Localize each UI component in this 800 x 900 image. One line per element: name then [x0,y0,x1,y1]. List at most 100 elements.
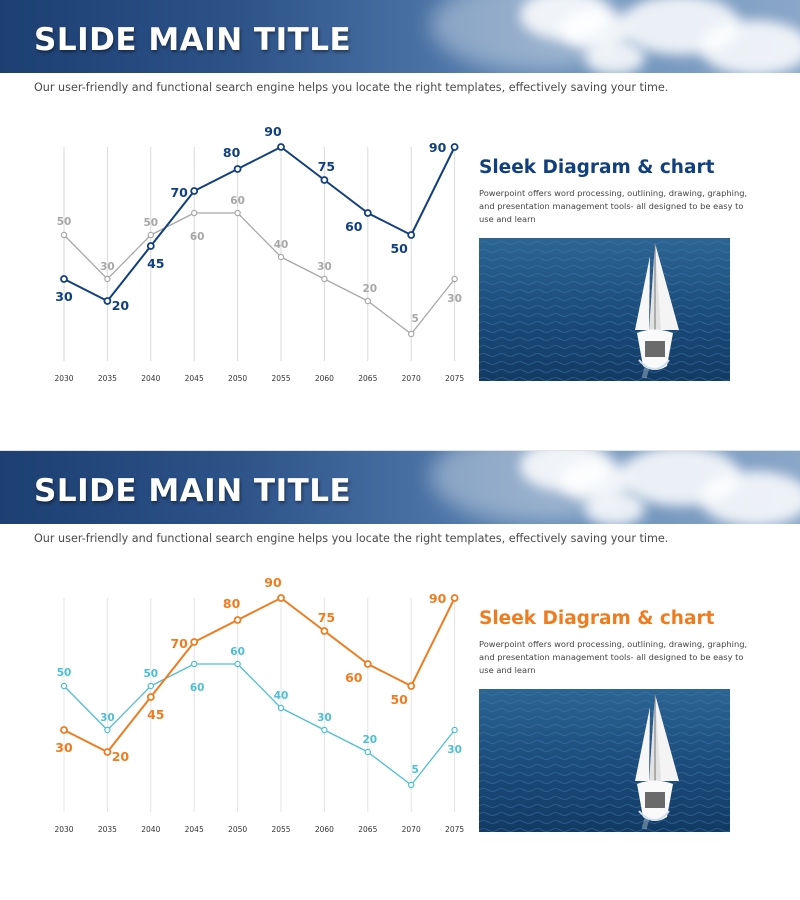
data-label: 70 [170,185,188,200]
data-point [233,616,242,624]
x-tick-label: 2050 [228,374,247,383]
data-point [407,231,416,239]
data-label: 75 [318,610,335,625]
data-point [60,231,68,239]
data-label: 90 [429,591,447,606]
data-label: 20 [112,298,130,313]
data-point [146,242,155,250]
data-label: 40 [274,239,289,251]
x-tick-label: 2035 [98,825,117,834]
data-label: 70 [170,636,188,651]
data-label: 40 [274,690,289,702]
data-point [364,748,371,756]
data-label: 60 [230,646,245,658]
series-line [63,663,456,786]
data-label: 30 [100,712,115,724]
x-tick-label: 2075 [445,374,464,383]
data-label: 45 [147,707,164,722]
data-point [408,781,415,789]
data-label: 50 [57,216,72,228]
data-label: 50 [390,241,408,256]
series-line [63,597,456,753]
x-tick-label: 2055 [271,825,290,834]
slide-subtitle: Our user-friendly and functional search … [34,81,669,94]
data-point [363,209,372,217]
data-label: 60 [345,670,363,685]
data-label: 90 [264,124,282,139]
slide-2: SLIDE MAIN TITLE Our user-friendly and f… [0,450,800,900]
data-point [190,209,198,217]
line-chart: 2030 2035 2040 2045 2050 2055 2060 2065 2070 2075… [54,575,464,834]
panel-heading: Sleek Diagram & chart [479,608,715,629]
data-label: 90 [429,140,447,155]
panel-description: Powerpoint offers word processing, outli… [479,639,748,675]
data-point [103,748,112,756]
sky-banner [0,451,800,524]
data-point [277,594,285,602]
x-tick-label: 2070 [402,825,421,834]
x-tick-label: 2040 [141,825,160,834]
data-point [60,682,68,690]
data-label: 5 [412,764,419,776]
x-tick-label: 2040 [141,374,160,383]
series-line [63,146,456,302]
data-point [103,297,112,305]
data-point [450,143,459,151]
x-tick-label: 2035 [98,374,117,383]
line-chart: 2030 2035 2040 2045 2050 2055 2060 2065 2070 2075… [54,124,464,383]
sailboat-photo [479,238,730,381]
data-label: 60 [230,195,245,207]
data-label: 50 [143,668,158,680]
data-point [233,165,242,173]
x-tick-label: 2030 [54,825,73,834]
x-tick-label: 2030 [54,374,73,383]
data-label: 30 [447,293,462,305]
data-point [407,682,416,690]
panel-description: Powerpoint offers word processing, outli… [479,188,748,224]
data-point [146,693,155,701]
data-label: 20 [362,734,377,746]
data-point [364,297,371,305]
data-label: 50 [143,217,158,229]
data-label: 20 [362,283,377,295]
data-label: 30 [447,744,462,756]
data-label: 50 [57,667,72,679]
data-point [60,726,68,734]
data-point [234,660,241,668]
slide-title: SLIDE MAIN TITLE [34,22,352,58]
data-point [320,627,329,635]
data-label: 75 [318,159,335,174]
slide-1: SLIDE MAIN TITLE Our user-friendly and f… [0,0,800,383]
data-label: 80 [223,145,241,160]
x-tick-label: 2060 [315,374,334,383]
data-label: 20 [112,749,130,764]
data-point [277,704,285,712]
slide-title: SLIDE MAIN TITLE [34,473,352,509]
data-point [104,275,111,283]
data-point [321,726,328,734]
data-label: 5 [412,313,419,325]
data-label: 60 [345,219,363,234]
data-point [363,660,372,668]
data-label: 30 [100,261,115,273]
data-point [451,275,458,283]
data-point [320,176,329,184]
data-label: 45 [147,256,164,271]
x-tick-label: 2065 [358,825,377,834]
x-tick-label: 2060 [315,825,334,834]
data-point [408,330,415,338]
x-tick-label: 2070 [402,374,421,383]
series-line [63,212,456,335]
sky-banner [0,0,800,73]
data-label: 30 [55,740,73,755]
data-label: 30 [317,712,332,724]
data-point [190,187,199,195]
x-tick-label: 2050 [228,825,247,834]
data-point [451,726,458,734]
x-tick-label: 2065 [358,374,377,383]
data-label: 60 [190,682,205,694]
data-label: 50 [390,692,408,707]
data-point [190,660,198,668]
data-label: 30 [317,261,332,273]
data-point [234,209,241,217]
